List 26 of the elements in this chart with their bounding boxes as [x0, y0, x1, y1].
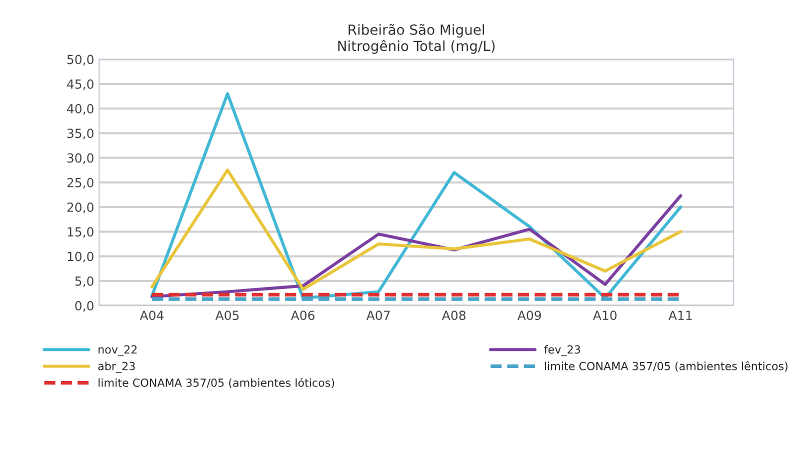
y-tick-label: 35,0 [67, 128, 94, 140]
legend-label: nov_22 [98, 345, 137, 356]
x-tick-label: A04 [140, 310, 164, 320]
x-tick-label: A06 [290, 310, 314, 320]
x-tick-label: A08 [442, 310, 466, 320]
y-tick-label: 50,0 [67, 54, 94, 66]
x-tick-label: A09 [517, 310, 541, 320]
y-tick-label: 20,0 [67, 202, 94, 214]
legend-label: fev_23 [544, 345, 580, 356]
legend-label: limite CONAMA 357/05 (ambientes lênticos) [544, 361, 788, 372]
y-tick-label: 15,0 [68, 227, 94, 238]
y-tick-label: 5,0 [75, 276, 94, 288]
y-tick-label: 45,0 [67, 79, 94, 90]
y-tick-label: 25,0 [67, 178, 94, 189]
x-tick-label: A07 [366, 310, 390, 320]
y-tick-label: 30,0 [67, 153, 94, 164]
x-tick-label: A11 [668, 310, 692, 320]
y-tick-label: 0,0 [75, 300, 94, 312]
y-tick-label: 40,0 [67, 104, 94, 115]
legend-label: abr_23 [98, 362, 135, 373]
y-tick-label: 10,0 [68, 252, 94, 262]
x-tick-label: A10 [593, 310, 617, 320]
line-series [150, 168, 682, 291]
legend-label: limite CONAMA 357/05 (ambientes lóticos) [98, 378, 334, 388]
chart-title: Ribeirão São Miguel Nitrogênio Total (mg/L) [338, 24, 495, 54]
x-tick-label: A05 [215, 310, 239, 320]
